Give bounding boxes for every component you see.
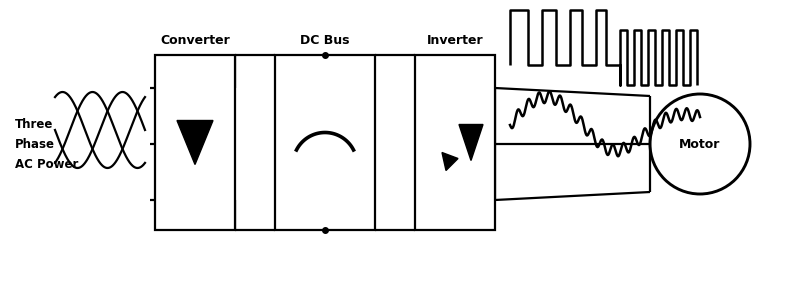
- Polygon shape: [442, 153, 458, 170]
- Bar: [415, 55, 495, 230]
- Text: Motor: Motor: [679, 137, 721, 151]
- Text: Converter: Converter: [160, 34, 230, 47]
- Text: AC Power: AC Power: [15, 158, 78, 171]
- Text: Three: Three: [15, 118, 54, 131]
- Text: DC Bus: DC Bus: [300, 34, 350, 47]
- Bar: [275, 55, 375, 230]
- Bar: [155, 55, 235, 230]
- Polygon shape: [459, 124, 483, 160]
- Text: Inverter: Inverter: [426, 34, 483, 47]
- Text: Phase: Phase: [15, 138, 55, 151]
- Polygon shape: [177, 120, 213, 164]
